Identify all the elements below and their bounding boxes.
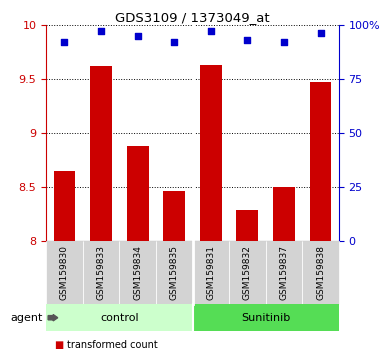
Bar (200, 65, 222, 241)
Bar (310, 82, 331, 241)
Point (171, 39, 177, 45)
Text: Sunitinib: Sunitinib (241, 313, 290, 323)
Point (281, 39, 287, 45)
Point (208, 28, 214, 34)
Text: agent: agent (10, 313, 42, 323)
Point (135, 33, 141, 38)
Text: GSM159835: GSM159835 (170, 245, 179, 300)
Bar (163, 191, 185, 241)
Title: GDS3109 / 1373049_at: GDS3109 / 1373049_at (115, 11, 270, 24)
Bar (90, 66, 112, 241)
Text: GSM159832: GSM159832 (243, 245, 252, 300)
Text: GSM159837: GSM159837 (280, 245, 288, 300)
Point (244, 37, 251, 43)
Bar (127, 146, 149, 241)
Text: GSM159833: GSM159833 (97, 245, 105, 300)
Bar (273, 187, 295, 241)
Point (318, 30, 324, 36)
Text: GSM159838: GSM159838 (316, 245, 325, 300)
Bar (236, 211, 258, 241)
Point (61, 39, 68, 45)
Text: GSM159834: GSM159834 (133, 245, 142, 300)
Bar (54, 171, 75, 241)
Text: ■: ■ (54, 340, 63, 350)
Text: GSM159831: GSM159831 (206, 245, 215, 300)
Text: control: control (100, 313, 139, 323)
Text: GSM159830: GSM159830 (60, 245, 69, 300)
Text: transformed count: transformed count (67, 340, 158, 350)
Point (98, 28, 104, 34)
